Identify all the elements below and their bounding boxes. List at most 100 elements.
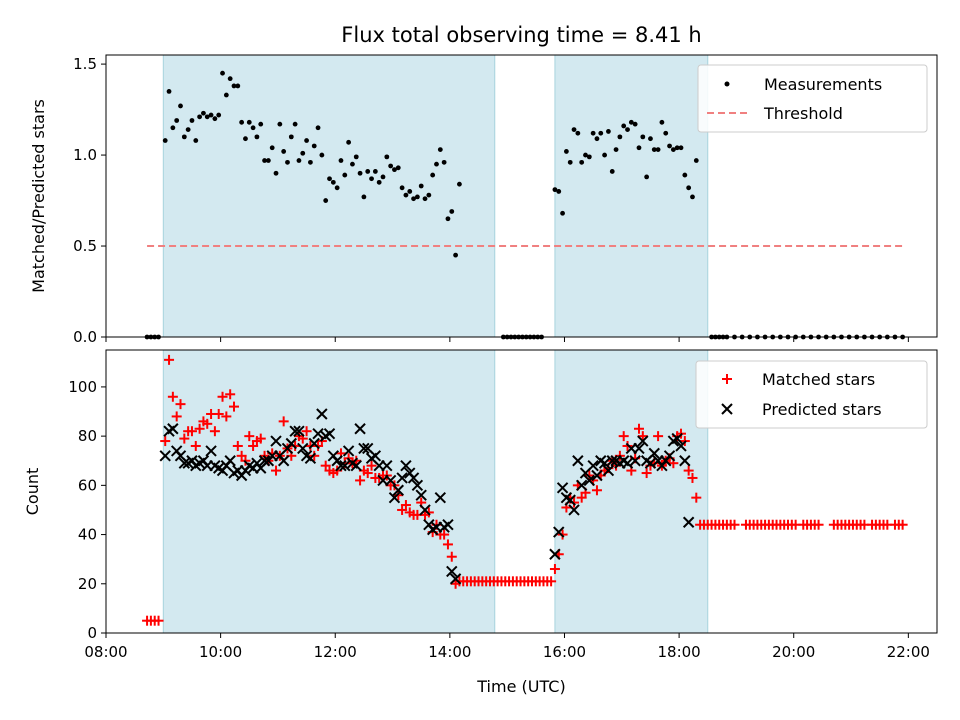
matched-star-point [400, 500, 411, 511]
shaded-interval [162, 349, 496, 634]
predicted-star-point [304, 452, 317, 464]
measurement-point [346, 139, 352, 145]
measurement-point [265, 158, 271, 163]
measurement-point [330, 179, 336, 185]
measurement-point [628, 119, 634, 125]
measurement-point [285, 159, 290, 165]
measurement-point [181, 134, 187, 140]
measurement-point [606, 129, 611, 134]
matched-star-point [691, 492, 702, 503]
measurement-point [552, 187, 558, 193]
bottom-panel-x-ticks: 08:00 10:00 12:00 14:00 16:00 18:00 20:00 22:00 [84, 633, 930, 661]
matched-star-point [221, 411, 232, 422]
matched-star-point [546, 576, 557, 587]
measurement-point [609, 169, 615, 174]
measurement-point [690, 194, 695, 200]
predicted-star-point [629, 455, 641, 467]
matched-star-point [446, 551, 457, 562]
predicted-star-point [289, 425, 301, 437]
matched-star-point [278, 416, 289, 427]
measurement-point [674, 145, 680, 151]
measurement-point [414, 194, 420, 200]
predicted-star-point [679, 455, 691, 467]
matched-star-point [442, 539, 453, 550]
measurement-point [243, 136, 248, 142]
bottom-panel: 0 20 40 60 80 100 08:00 10:00 12:00 14:00 16:00 18… [23, 349, 938, 696]
legend-matched-marker [722, 374, 732, 384]
matched-star-point [813, 519, 824, 530]
matched-star-point [213, 408, 224, 419]
matched-star-point [228, 401, 239, 412]
measurement-point [563, 149, 569, 154]
measurement-point [273, 170, 279, 176]
legend-predicted-label: Predicted stars [762, 400, 882, 419]
top-panel-frame [105, 54, 938, 338]
measurement-point [361, 194, 367, 200]
measurement-point [292, 121, 298, 127]
predicted-star-point [663, 450, 676, 462]
measurement-point [567, 159, 573, 165]
measurement-point [384, 154, 390, 160]
measurement-point [579, 159, 585, 165]
measurement-point [598, 130, 604, 136]
bottom-panel-shaded-intervals [162, 349, 709, 634]
predicted-star-point [308, 437, 320, 450]
measurement-point [376, 179, 382, 185]
y-tick-label: 1.0 [73, 146, 97, 164]
predicted-star-point [568, 504, 580, 516]
measurement-point [411, 196, 416, 202]
measurement-point [388, 163, 394, 169]
shaded-interval [554, 349, 709, 634]
shaded-interval [554, 54, 709, 338]
matched-star-point [160, 436, 171, 447]
measurement-point [590, 130, 596, 136]
predicted-star-point [553, 526, 565, 538]
measurement-point [632, 121, 638, 127]
predicted-star-point [419, 504, 431, 516]
predicted-star-point [335, 459, 347, 472]
measurement-point [296, 158, 302, 163]
measurement-point [311, 143, 317, 149]
x-axis-label: Time (UTC) [476, 677, 565, 696]
measurement-point [667, 143, 672, 149]
predicted-star-point [583, 474, 596, 487]
measurement-point [262, 158, 267, 163]
matched-star-point [591, 485, 602, 496]
predicted-star-point [388, 491, 401, 504]
chart-title: Flux total observing time = 8.41 h [341, 23, 701, 47]
measurement-point [323, 198, 329, 203]
measurement-point [613, 147, 619, 153]
measurement-point [174, 118, 180, 123]
predicted-star-point [644, 457, 657, 469]
matched-star-point [175, 399, 186, 410]
x-tick-label: 16:00 [543, 643, 586, 661]
measurement-point [204, 114, 210, 120]
predicted-star-point [446, 565, 458, 578]
matched-star-point [897, 519, 908, 530]
measurement-point [372, 169, 378, 174]
measurement-point [254, 134, 260, 140]
measurement-point [617, 134, 623, 140]
predicted-star-point [342, 445, 355, 457]
measurement-point [208, 112, 214, 118]
measurement-point [659, 119, 665, 125]
matched-star-point [362, 468, 373, 479]
predicted-star-point [602, 464, 615, 477]
measurement-point [571, 127, 577, 132]
measurement-point [281, 149, 287, 154]
predicted-star-point [591, 469, 603, 482]
measurement-point [304, 138, 309, 143]
measurement-point [449, 209, 455, 214]
predicted-star-point [549, 548, 561, 560]
measurement-point [166, 88, 172, 94]
matched-star-point [439, 529, 450, 540]
predicted-star-point [442, 519, 454, 531]
x-tick-label: 08:00 [84, 643, 127, 661]
predicted-star-point [369, 450, 382, 462]
measurement-point [189, 118, 195, 123]
measurement-point [395, 165, 401, 171]
predicted-star-point [434, 491, 447, 504]
matched-star-point [225, 389, 236, 400]
predicted-star-point [556, 482, 569, 494]
measurement-point [350, 161, 355, 167]
